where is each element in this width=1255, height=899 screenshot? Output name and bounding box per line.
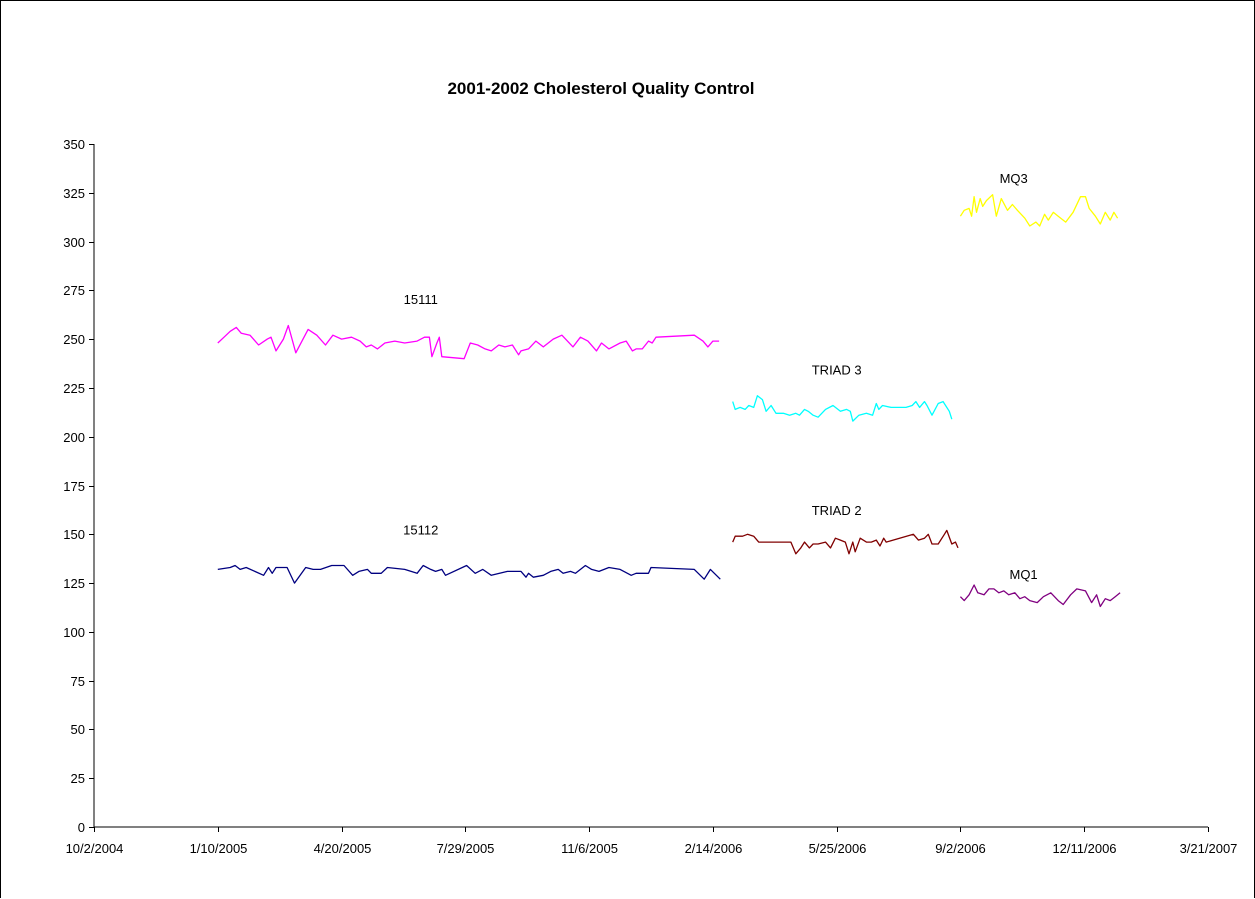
series-line-15111 [217,324,720,360]
x-tick-label: 2/14/2006 [685,841,743,856]
y-tick-label: 25 [71,771,85,786]
y-tick-label: 150 [63,527,85,542]
x-tick-label: 7/29/2005 [437,841,495,856]
x-tick-label: 10/2/2004 [66,841,124,856]
y-tick-label: 350 [63,137,85,152]
series-label-triad-2: TRIAD 2 [812,503,862,518]
axes: 0 25 50 75 100 125 150 175 200 225 250 275 300 325 350… [63,137,1237,856]
x-tick-label: 5/25/2006 [809,841,867,856]
x-tick-label: 3/21/2007 [1180,841,1238,856]
y-tick-label: 75 [71,674,85,689]
y-tick-label: 300 [63,235,85,250]
series-label-15111: 15111 [404,292,438,307]
series-line-triad-2 [732,529,959,555]
x-tick-label: 9/2/2006 [935,841,986,856]
x-tick-label: 1/10/2005 [190,841,248,856]
series-line-15112 [217,564,721,584]
series-line-mq1 [959,584,1121,608]
y-tick-label: 175 [63,479,85,494]
y-tick-label: 100 [63,625,85,640]
y-tick-label: 200 [63,430,85,445]
series-label-15112: 15112 [403,522,438,537]
x-tick-label: 12/11/2006 [1052,841,1116,856]
series-label-mq3: MQ3 [1000,171,1028,186]
y-tick-label: 0 [78,820,85,835]
y-tick-label: 250 [63,332,85,347]
series-line-mq3 [959,194,1119,227]
x-tick-label: 4/20/2005 [314,841,372,856]
series-line-triad-3 [732,395,953,422]
y-tick-label: 325 [63,186,85,201]
y-tick-label: 225 [63,381,85,396]
chart-title: 2001-2002 Cholesterol Quality Control [447,79,754,98]
x-tick-label: 11/6/2005 [561,841,618,856]
series-labels: 15111 15112 TRIAD 3 TRIAD 2 MQ3 MQ1 [403,171,1037,582]
y-tick-label: 125 [63,576,85,591]
y-tick-label: 50 [71,722,85,737]
series-layer [217,194,1121,608]
series-label-mq1: MQ1 [1009,567,1037,582]
y-tick-label: 275 [63,283,85,298]
series-label-triad-3: TRIAD 3 [812,362,862,377]
